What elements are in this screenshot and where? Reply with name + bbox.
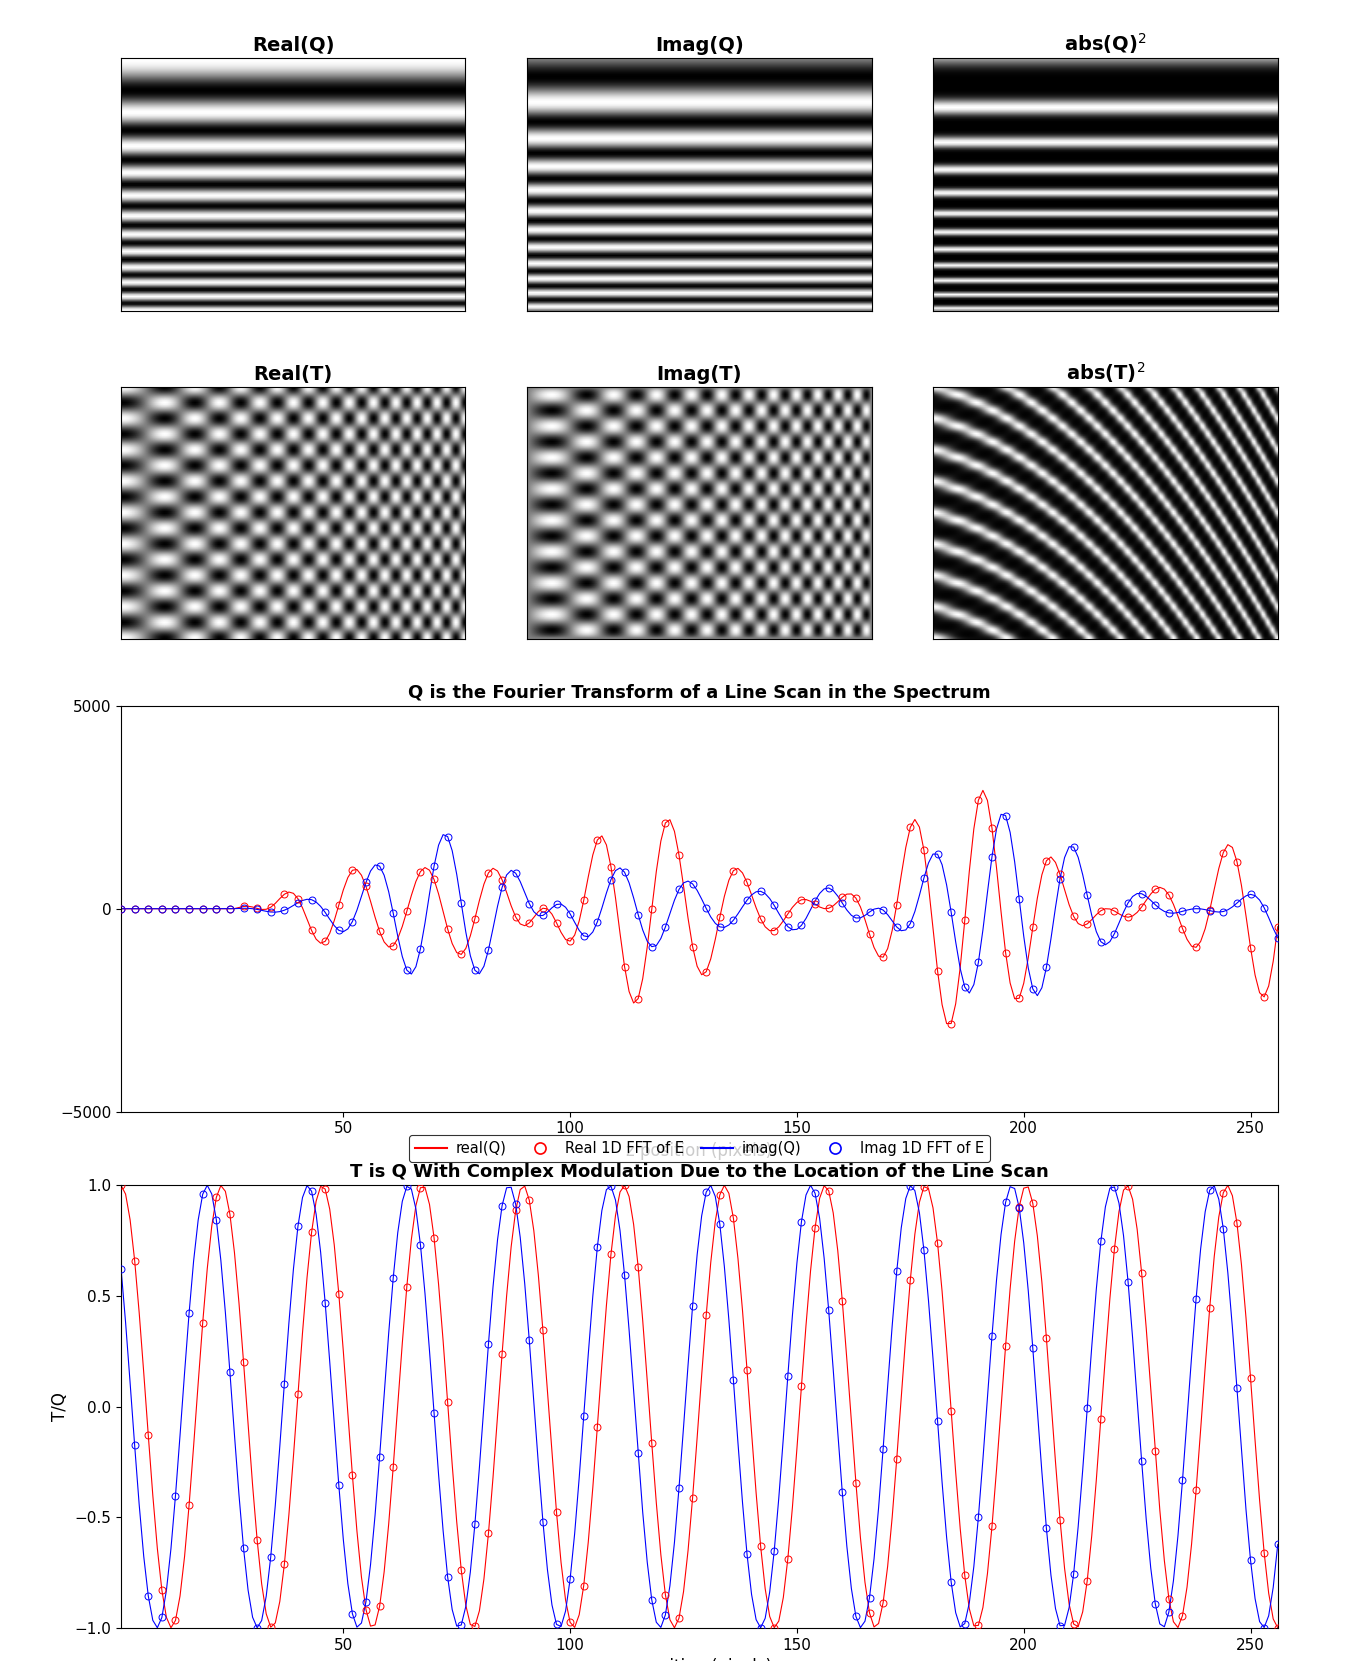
Title: abs(T)$^2$: abs(T)$^2$ [1067,360,1146,385]
Title: abs(Q)$^2$: abs(Q)$^2$ [1064,32,1147,56]
Y-axis label: T/Q: T/Q [51,1392,69,1420]
Title: T is Q With Complex Modulation Due to the Location of the Line Scan: T is Q With Complex Modulation Due to th… [350,1163,1049,1181]
Title: Real(T): Real(T) [254,365,332,384]
X-axis label: z position (pixels): z position (pixels) [627,1141,772,1159]
Title: Real(Q): Real(Q) [252,37,335,55]
Title: Imag(Q): Imag(Q) [655,37,744,55]
Legend: real(Q), Real 1D FFT of E, imag(Q), Imag 1D FFT of E: real(Q), Real 1D FFT of E, imag(Q), Imag… [409,1134,990,1161]
X-axis label: z position (pixels): z position (pixels) [627,1658,772,1661]
Title: Imag(T): Imag(T) [656,365,742,384]
Title: Q is the Fourier Transform of a Line Scan in the Spectrum: Q is the Fourier Transform of a Line Sca… [408,684,991,701]
